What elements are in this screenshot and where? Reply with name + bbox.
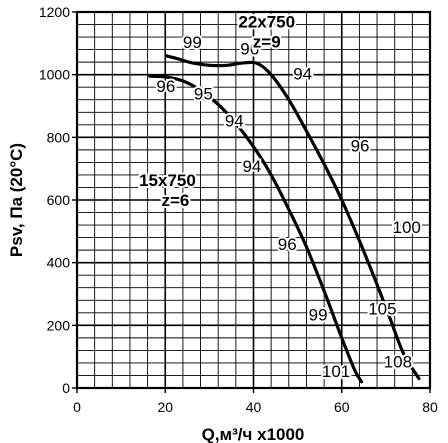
curve-annotation: 94 (242, 157, 261, 176)
curve-annotation: 94 (293, 64, 312, 83)
curve-annotation: 100 (392, 218, 420, 237)
curve-annotation: 105 (368, 299, 396, 318)
series-label: 15x750 (139, 171, 196, 190)
curve-annotation: 99 (183, 33, 202, 52)
y-tick-label: 400 (47, 255, 71, 271)
y-tick-labels: 0 200 400 600 800 1000 1200 (39, 4, 77, 396)
x-tick-label: 0 (73, 399, 81, 415)
grid (77, 12, 430, 388)
curve-annotation: 101 (322, 362, 350, 381)
series-line-0 (165, 54, 421, 381)
y-tick-label: 200 (47, 317, 71, 333)
curve-annotation: 108 (384, 353, 412, 372)
y-axis-title: Psv, Па (20°C) (7, 143, 26, 257)
curves (148, 54, 421, 384)
x-tick-label: 20 (157, 399, 173, 415)
series-line-1 (148, 74, 364, 384)
series-label: z=9 (253, 33, 281, 52)
x-tick-labels: 0 20 40 60 80 (73, 388, 438, 415)
x-axis-title: Q,м³/ч x1000 (202, 425, 305, 443)
curve-annotation: 95 (194, 85, 213, 104)
x-tick-label: 60 (334, 399, 350, 415)
curve-annotation: 96 (351, 136, 370, 155)
curve-annotation: 96 (240, 39, 259, 58)
x-tick-label: 80 (422, 399, 438, 415)
annotations: 99 96 94 96 100 105 108 96 95 94 94 96 99 101 (154, 31, 422, 383)
y-tick-label: 1000 (39, 67, 70, 83)
curve-annotation: 96 (156, 77, 175, 96)
x-tick-label: 40 (246, 399, 262, 415)
series-label: 22x750 (238, 13, 295, 32)
curve-annotation: 96 (278, 235, 297, 254)
curve-annotation: 99 (309, 306, 328, 325)
y-tick-label: 800 (47, 129, 71, 145)
y-tick-label: 1200 (39, 4, 70, 20)
y-tick-label: 0 (62, 380, 70, 396)
curve-annotation: 94 (225, 111, 244, 130)
y-tick-label: 600 (47, 192, 71, 208)
series-label: z=6 (162, 191, 190, 210)
